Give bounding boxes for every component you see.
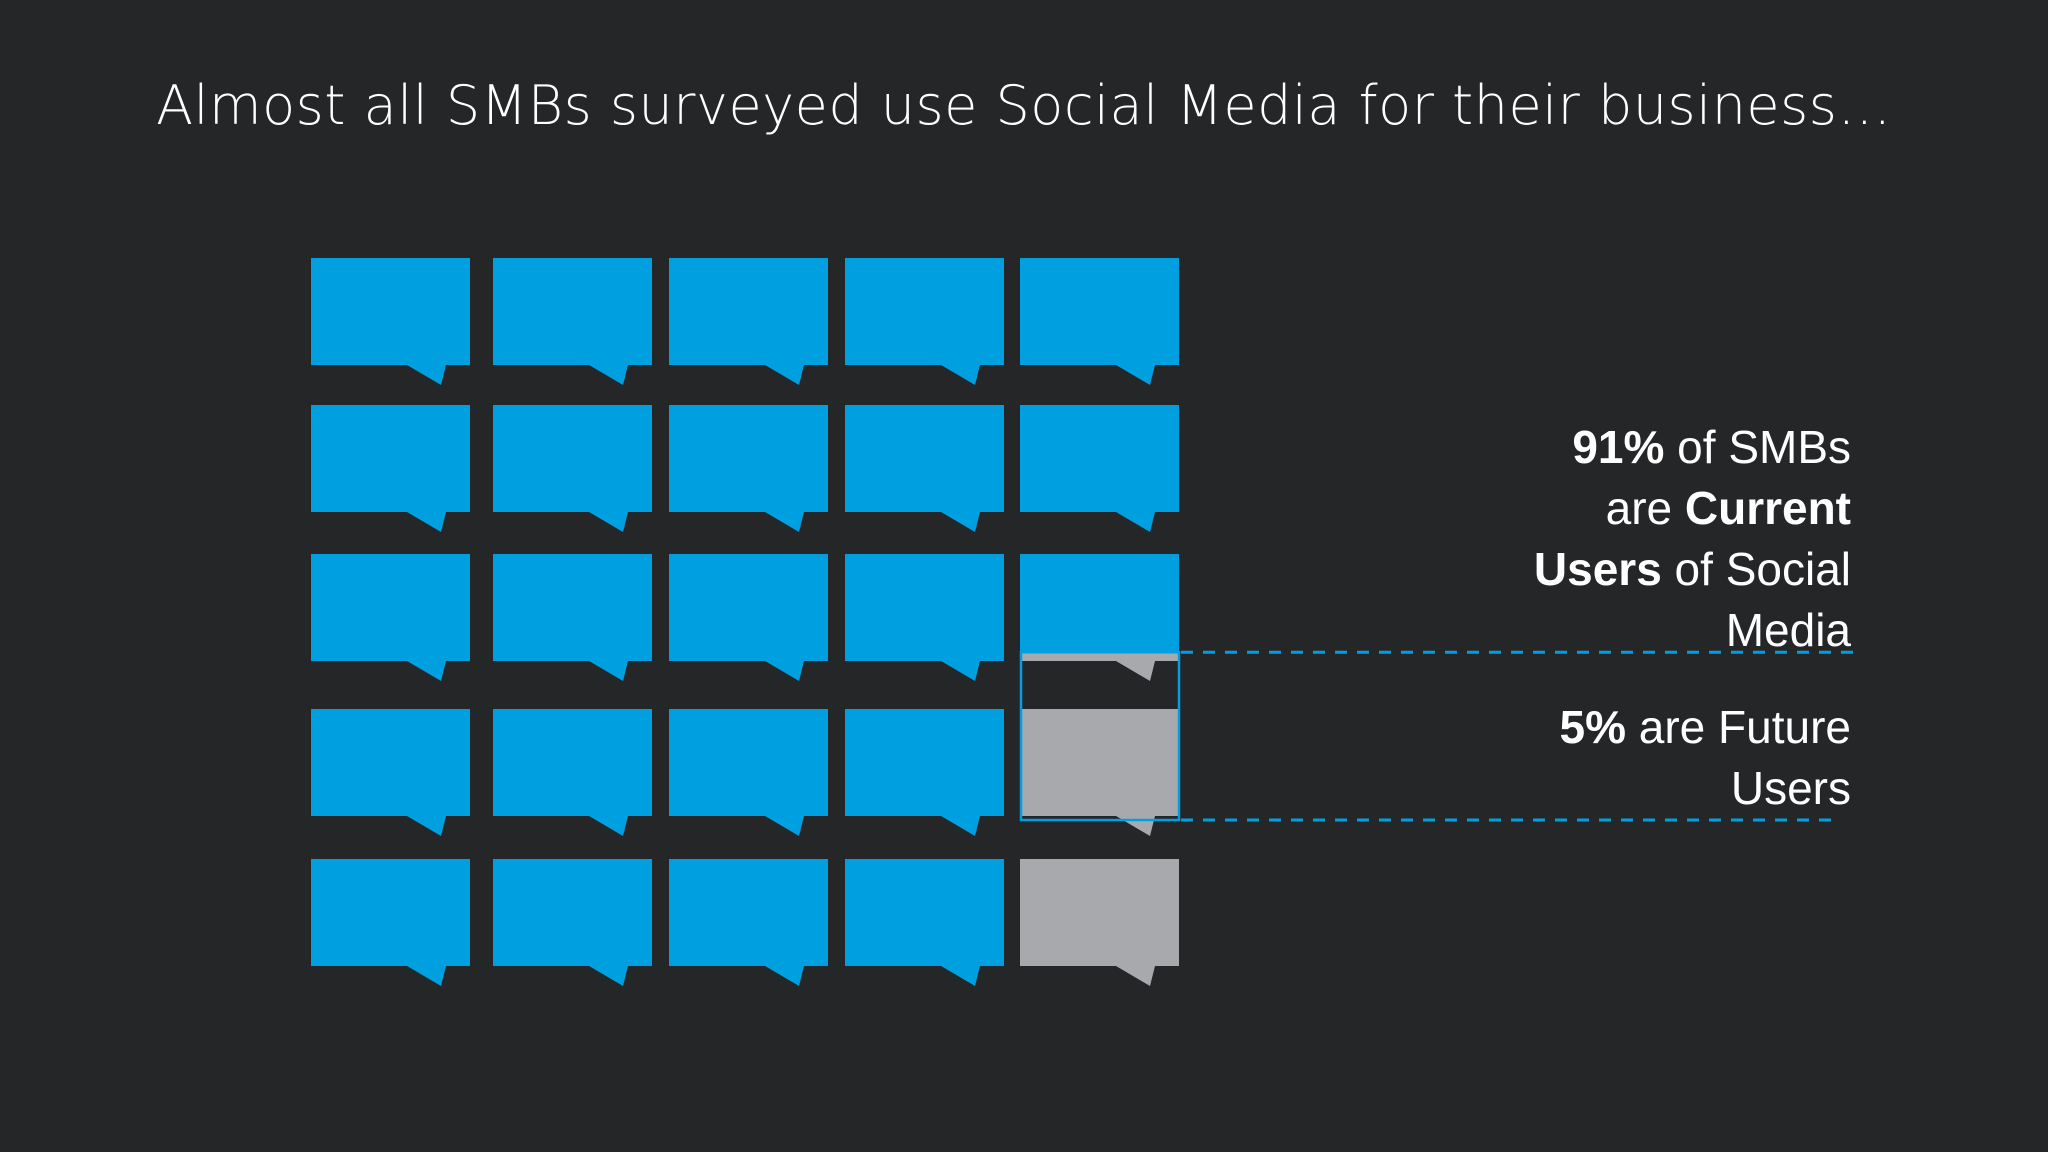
waffle-icon [845, 709, 1004, 836]
speech-bubble-icon [493, 405, 652, 532]
waffle-icon [845, 258, 1004, 385]
speech-bubble-icon [845, 405, 1004, 532]
speech-bubble-icon [311, 709, 470, 836]
speech-bubble-icon [669, 709, 828, 836]
future-users-text-1: are Future [1626, 701, 1851, 753]
waffle-icon [845, 405, 1004, 532]
speech-bubble-icon [493, 709, 652, 836]
waffle-icon [1020, 258, 1179, 385]
speech-bubble-icon [1020, 859, 1179, 986]
waffle-icon [669, 709, 828, 836]
waffle-icon [1020, 405, 1179, 532]
highlight-gap [1021, 685, 1178, 709]
current-users-text-3: of Social [1661, 543, 1851, 595]
waffle-icon [1020, 554, 1179, 681]
speech-bubble-icon [845, 258, 1004, 385]
waffle-icon [669, 859, 828, 986]
current-users-text-4: Media [1725, 604, 1851, 656]
speech-bubble-icon [669, 405, 828, 532]
waffle-icon [669, 554, 828, 681]
speech-bubble-icon [493, 258, 652, 385]
waffle-icon [493, 709, 652, 836]
future-users-annotation: 5% are Future Users [1471, 697, 1851, 819]
waffle-icon [669, 258, 828, 385]
speech-bubble-icon [493, 859, 652, 986]
waffle-icon [311, 258, 470, 385]
future-users-highlight-box [1019, 651, 1181, 822]
speech-bubble-icon [1020, 405, 1179, 532]
speech-bubble-icon [311, 258, 470, 385]
speech-bubble-icon [493, 554, 652, 681]
waffle-icon [669, 405, 828, 532]
waffle-icon [845, 554, 1004, 681]
current-users-bold-2: Current [1684, 482, 1851, 534]
current-users-annotation: 91% of SMBs are Current Users of Social … [1471, 417, 1851, 661]
waffle-icon [311, 554, 470, 681]
future-users-text-2: Users [1730, 762, 1851, 814]
speech-bubble-icon [845, 554, 1004, 681]
speech-bubble-icon [311, 405, 470, 532]
waffle-icon [311, 709, 470, 836]
future-users-percent: 5% [1559, 701, 1626, 753]
speech-bubble-icon [1020, 709, 1179, 836]
waffle-icon [311, 405, 470, 532]
speech-bubble-icon [845, 859, 1004, 986]
speech-bubble-icon [669, 554, 828, 681]
current-users-bold-3: Users [1533, 543, 1662, 595]
speech-bubble-icon [669, 258, 828, 385]
waffle-icon [1020, 709, 1179, 836]
waffle-icon [493, 258, 652, 385]
speech-bubble-icon [311, 554, 470, 681]
waffle-icon [1020, 859, 1179, 986]
waffle-icon [493, 405, 652, 532]
speech-bubble-current-portion [1020, 554, 1179, 653]
waffle-icon [493, 554, 652, 681]
speech-bubble-icon [311, 859, 470, 986]
current-users-percent: 91% [1572, 421, 1665, 473]
speech-bubble-icon [1020, 258, 1179, 385]
current-users-text-1: of SMBs [1664, 421, 1851, 473]
waffle-icon [493, 859, 652, 986]
current-users-text-2: are [1605, 482, 1685, 534]
speech-bubble-icon [845, 709, 1004, 836]
waffle-icon [845, 859, 1004, 986]
slide-title: Almost all SMBs surveyed use Social Medi… [156, 74, 1892, 137]
waffle-icon [311, 859, 470, 986]
speech-bubble-icon [669, 859, 828, 986]
